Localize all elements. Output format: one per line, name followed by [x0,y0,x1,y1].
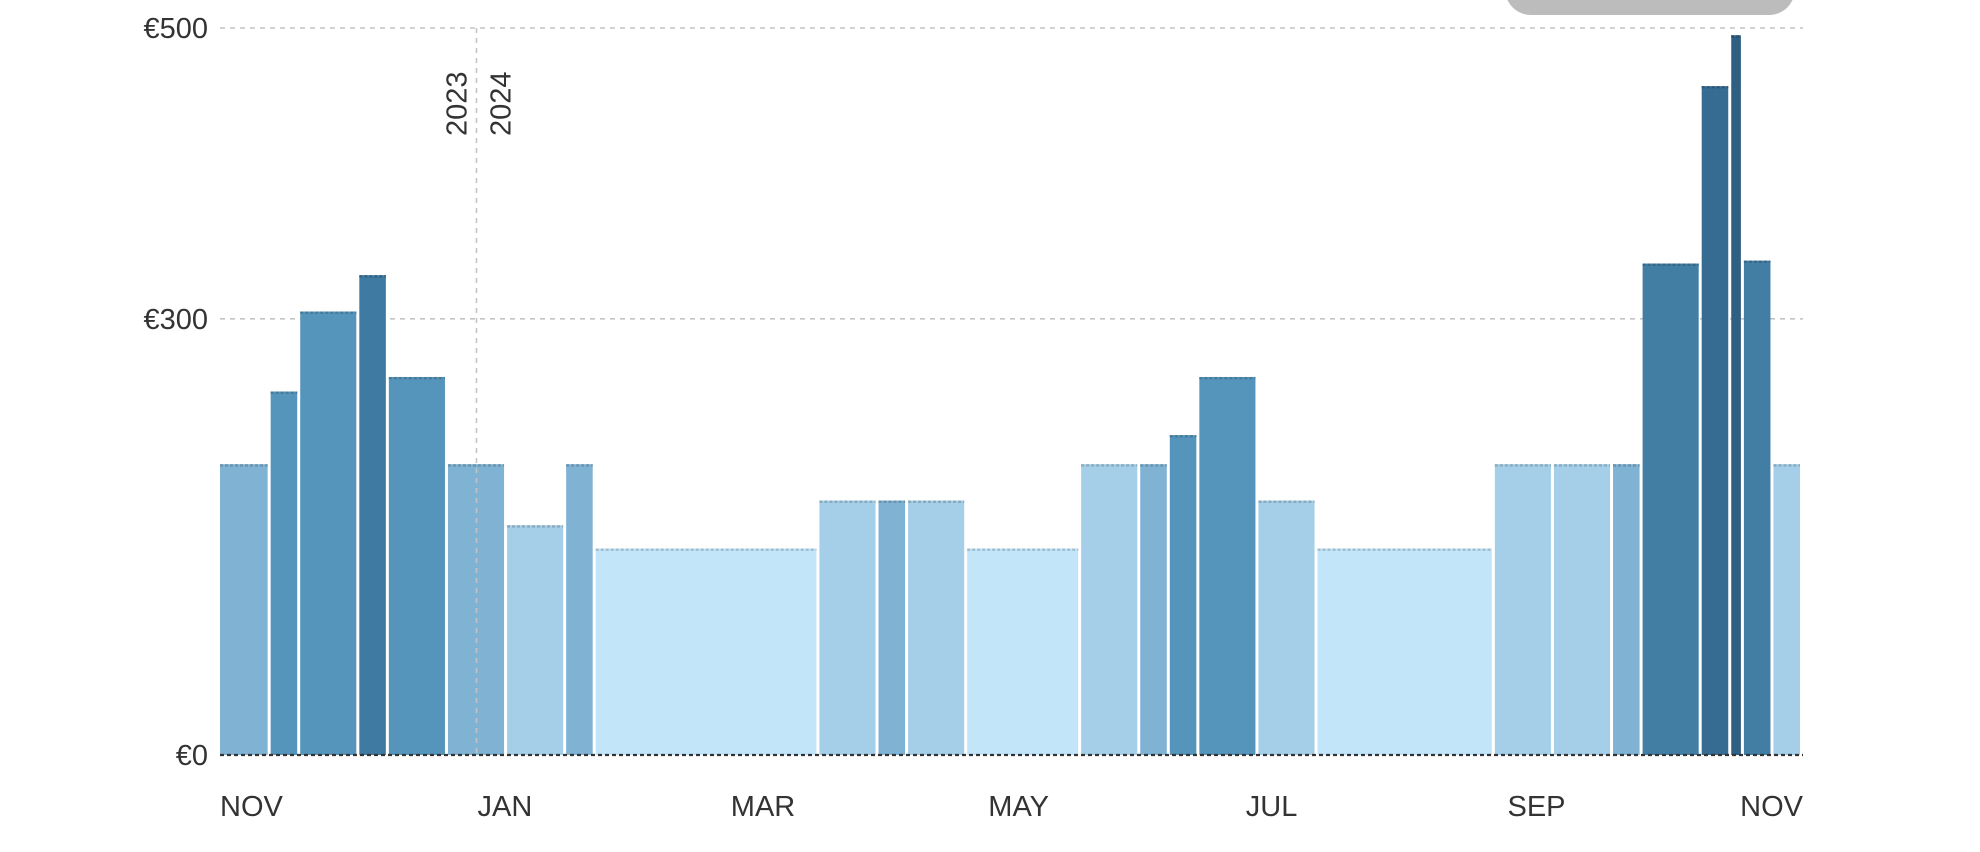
bar[interactable] [1773,464,1800,755]
bar[interactable] [1081,464,1138,755]
bar[interactable] [1199,376,1256,755]
bar[interactable] [908,500,965,755]
labels: €0 €300 €500 2023 2024 NOV JAN MAR MAY JUL SEP NOV [143,13,1803,823]
bar[interactable] [220,464,268,755]
bar[interactable] [1140,464,1167,755]
year-label-after: 2024 [486,71,518,136]
bar[interactable] [1613,464,1640,755]
bar[interactable] [1553,464,1611,755]
bar[interactable] [595,548,817,755]
bar[interactable] [878,500,906,755]
tooltip-pill [1507,0,1793,15]
y-tick-label: €300 [143,304,208,336]
x-tick-label: MAY [988,791,1049,823]
bar[interactable] [1642,263,1699,755]
bar[interactable] [967,548,1079,755]
grid-lines [220,27,1803,320]
bar[interactable] [300,311,357,755]
x-tick-label: NOV [1740,791,1804,823]
bar[interactable] [1169,435,1197,755]
x-tick-label: NOV [220,791,284,823]
x-tick-label: JAN [478,791,533,823]
y-tick-label: €0 [176,740,208,772]
bar[interactable] [1494,464,1551,755]
bar[interactable] [819,500,876,755]
bar[interactable] [359,275,386,755]
bar[interactable] [1701,86,1729,755]
bar[interactable] [507,525,564,755]
bar[interactable] [1743,260,1771,755]
x-tick-label: JUL [1246,791,1298,823]
bar[interactable] [270,391,298,756]
y-tick-label: €500 [143,13,208,45]
year-label-before: 2023 [442,71,474,136]
bar[interactable] [1258,500,1315,755]
bar[interactable] [566,464,593,755]
bar[interactable] [388,376,445,755]
axes [220,28,1803,757]
bar[interactable] [1731,35,1741,755]
x-tick-label: SEP [1508,791,1566,823]
x-tick-label: MAR [731,791,795,823]
bar[interactable] [1317,548,1492,755]
bars [220,35,1800,755]
